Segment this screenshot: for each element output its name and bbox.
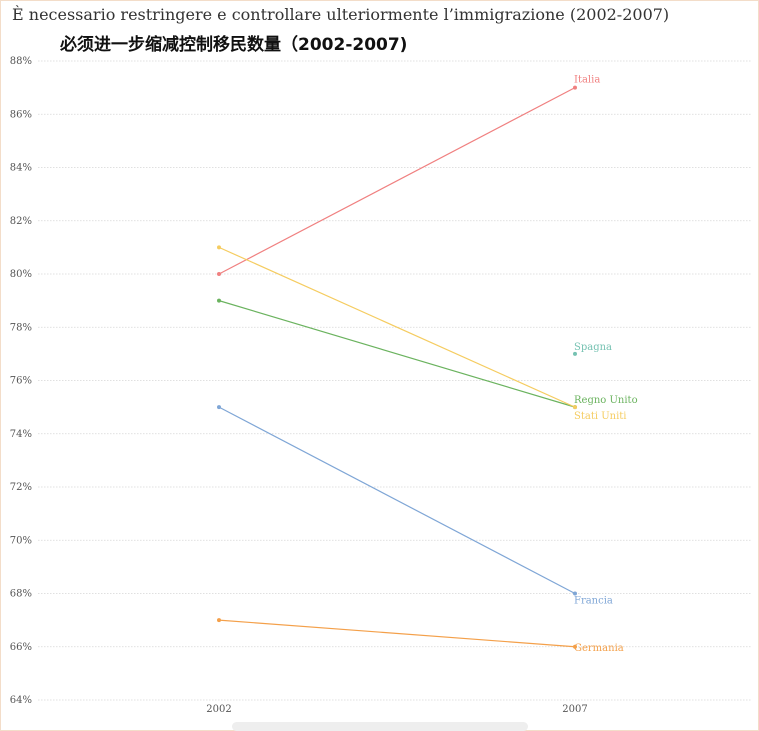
data-point <box>573 644 577 649</box>
y-tick-label: 80% <box>10 269 32 280</box>
series-labels: Italia Spagna Regno Unito Stati Uniti Franci… <box>574 75 638 654</box>
data-point <box>573 591 577 596</box>
x-tick-label: 2002 <box>206 704 231 715</box>
y-tick-label: 76% <box>10 376 32 387</box>
data-point <box>217 298 221 303</box>
data-point <box>217 245 221 250</box>
y-axis-ticks: 64% 66% 68% 70% 72% 74% 76% 78% 80% 82% 84% 86% 88% <box>10 56 32 706</box>
series-line <box>218 406 576 595</box>
series-line <box>218 87 576 275</box>
y-tick-label: 84% <box>10 163 32 174</box>
data-point <box>217 272 221 276</box>
data-point <box>217 618 221 623</box>
y-tick-label: 72% <box>10 482 32 493</box>
series-lines <box>217 85 577 649</box>
y-tick-label: 88% <box>10 56 32 67</box>
y-tick-label: 64% <box>10 695 32 706</box>
x-axis-ticks: 2002 2007 <box>206 704 587 715</box>
series-label: Regno Unito <box>574 395 638 406</box>
x-tick-label: 2007 <box>562 704 587 715</box>
data-point <box>573 351 577 356</box>
data-point <box>573 85 577 90</box>
data-point <box>573 405 577 410</box>
horizontal-scrollbar[interactable] <box>232 722 528 731</box>
data-point <box>217 405 221 410</box>
y-tick-label: 70% <box>10 535 32 546</box>
series-label: Italia <box>574 75 600 86</box>
chart-title: È necessario restringere e controllare u… <box>12 5 670 24</box>
series-label: Stati Uniti <box>574 411 627 422</box>
y-tick-label: 74% <box>10 429 32 440</box>
y-tick-label: 82% <box>10 216 32 227</box>
series-line <box>218 300 576 408</box>
y-tick-label: 86% <box>10 109 32 120</box>
series-line <box>218 246 576 408</box>
y-tick-label: 78% <box>10 322 32 333</box>
series-label: Spagna <box>574 342 612 353</box>
chart-subtitle: 必须进一步缩减控制移民数量（2002-2007) <box>60 35 408 55</box>
series-line <box>218 619 576 648</box>
y-tick-label: 66% <box>10 642 32 653</box>
series-label: Francia <box>574 596 613 607</box>
grid-lines <box>38 60 752 701</box>
y-tick-label: 68% <box>10 589 32 600</box>
series-label: Germania <box>574 643 624 654</box>
